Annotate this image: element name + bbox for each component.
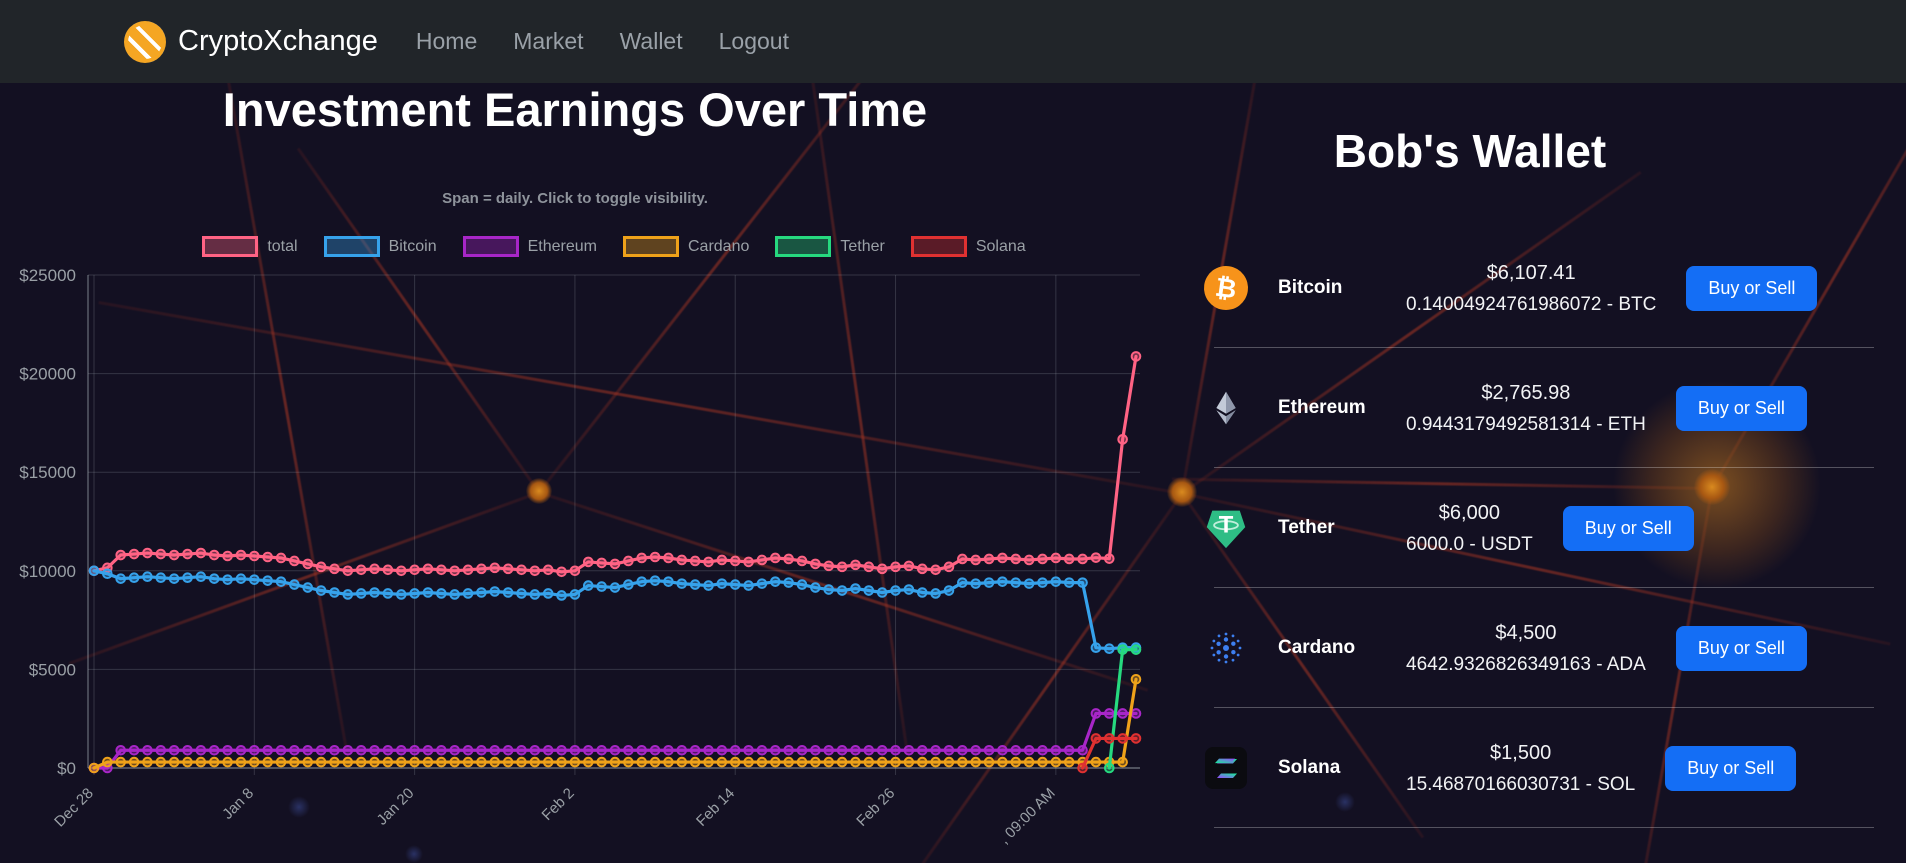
- nav-link-market[interactable]: Market: [513, 28, 584, 54]
- tether-buy-sell-button[interactable]: Buy or Sell: [1562, 505, 1694, 551]
- nav-link-logout[interactable]: Logout: [718, 28, 789, 54]
- svg-text:Feb 2: Feb 2: [539, 785, 578, 824]
- legend-item-ethereum[interactable]: Ethereum: [462, 236, 597, 257]
- svg-text:$25000: $25000: [19, 266, 76, 285]
- solana-buy-sell-button[interactable]: Buy or Sell: [1665, 745, 1797, 791]
- legend-swatch-bitcoin: [323, 236, 380, 257]
- wallet-row-bitcoin: ₿ Bitcoin $6,107.41 0.14004924761986072 …: [1150, 228, 1906, 348]
- svg-text:Dec 28: Dec 28: [51, 785, 97, 831]
- wallet-row-cardano: Cardano $4,500 4642.9326826349163 - ADA …: [1150, 588, 1906, 708]
- wallet-row-ethereum: Ethereum $2,765.98 0.9443179492581314 - …: [1150, 348, 1906, 468]
- legend-swatch-total: [202, 236, 259, 257]
- svg-text:$10000: $10000: [19, 562, 76, 581]
- ethereum-amount: 0.9443179492581314 - ETH: [1406, 414, 1646, 435]
- ethereum-icon: [1204, 386, 1248, 430]
- legend-item-solana[interactable]: Solana: [910, 236, 1026, 257]
- svg-text:$0: $0: [57, 759, 76, 778]
- chart-legend: total Bitcoin Ethereum Cardano Tether So…: [88, 236, 1140, 257]
- chart-subtitle: Span = daily. Click to toggle visibility…: [442, 190, 708, 207]
- wallet-row-solana: Solana $1,500 15.46870166030731 - SOL Bu…: [1150, 708, 1906, 828]
- cardano-amount: 4642.9326826349163 - ADA: [1406, 654, 1646, 675]
- svg-text:Jan 20: Jan 20: [374, 785, 418, 829]
- earnings-line-chart[interactable]: $25000 $20000 $15000 $10000 $5000 $0 Dec 28 Jan…: [0, 260, 1160, 863]
- tether-amount: 6000.0 - USDT: [1406, 534, 1533, 555]
- solana-amount: 15.46870166030731 - SOL: [1406, 774, 1636, 795]
- solana-icon: [1204, 746, 1248, 790]
- bitcoin-buy-sell-button[interactable]: Buy or Sell: [1686, 265, 1818, 311]
- cardano-usd-value: $4,500: [1495, 622, 1557, 644]
- solana-usd-value: $1,500: [1490, 742, 1552, 764]
- svg-text:$20000: $20000: [19, 365, 76, 384]
- legend-swatch-solana: [910, 236, 967, 257]
- cardano-icon: [1204, 626, 1248, 670]
- svg-text:$5000: $5000: [29, 660, 76, 679]
- cryptoxchange-logo-icon: [124, 20, 166, 63]
- legend-swatch-ethereum: [462, 236, 519, 257]
- ethereum-buy-sell-button[interactable]: Buy or Sell: [1675, 385, 1807, 431]
- cardano-buy-sell-button[interactable]: Buy or Sell: [1675, 625, 1807, 671]
- tether-icon: T: [1204, 506, 1248, 550]
- legend-item-cardano[interactable]: Cardano: [622, 236, 749, 257]
- legend-swatch-cardano: [622, 236, 679, 257]
- legend-swatch-tether: [775, 236, 832, 257]
- wallet-row-tether: T Tether $6,000 6000.0 - USDT Buy or Sel…: [1150, 468, 1906, 588]
- top-navbar: CryptoXchange Home Market Wallet Logout: [0, 0, 1906, 83]
- wallet-title: Bob's Wallet: [1333, 125, 1607, 177]
- svg-text:Feb 14: Feb 14: [693, 785, 738, 830]
- wallet-panel: Bob's Wallet ₿ Bitcoin $6,107.41 0.14004…: [1150, 0, 1906, 863]
- nav-links: Home Market Wallet Logout: [416, 28, 789, 55]
- bitcoin-amount: 0.14004924761986072 - BTC: [1406, 294, 1657, 315]
- bitcoin-icon: ₿: [1201, 263, 1251, 313]
- svg-text:$15000: $15000: [19, 463, 76, 482]
- chart-title: Investment Earnings Over Time: [222, 83, 928, 136]
- nav-link-home[interactable]: Home: [415, 28, 478, 54]
- legend-item-bitcoin[interactable]: Bitcoin: [323, 236, 437, 257]
- svg-text:, 09:00 AM: , 09:00 AM: [996, 785, 1059, 848]
- wallet-rows: ₿ Bitcoin $6,107.41 0.14004924761986072 …: [1150, 228, 1906, 828]
- legend-item-tether[interactable]: Tether: [775, 236, 885, 257]
- svg-text:T: T: [1219, 512, 1234, 539]
- svg-text:Jan 8: Jan 8: [219, 785, 257, 823]
- ethereum-usd-value: $2,765.98: [1481, 382, 1571, 404]
- brand[interactable]: CryptoXchange: [124, 20, 378, 63]
- nav-link-wallet[interactable]: Wallet: [619, 28, 683, 54]
- legend-item-total[interactable]: total: [202, 236, 298, 257]
- tether-usd-value: $6,000: [1438, 502, 1500, 524]
- bitcoin-usd-value: $6,107.41: [1486, 262, 1576, 284]
- svg-text:Feb 26: Feb 26: [853, 785, 898, 830]
- brand-name: CryptoXchange: [178, 25, 378, 57]
